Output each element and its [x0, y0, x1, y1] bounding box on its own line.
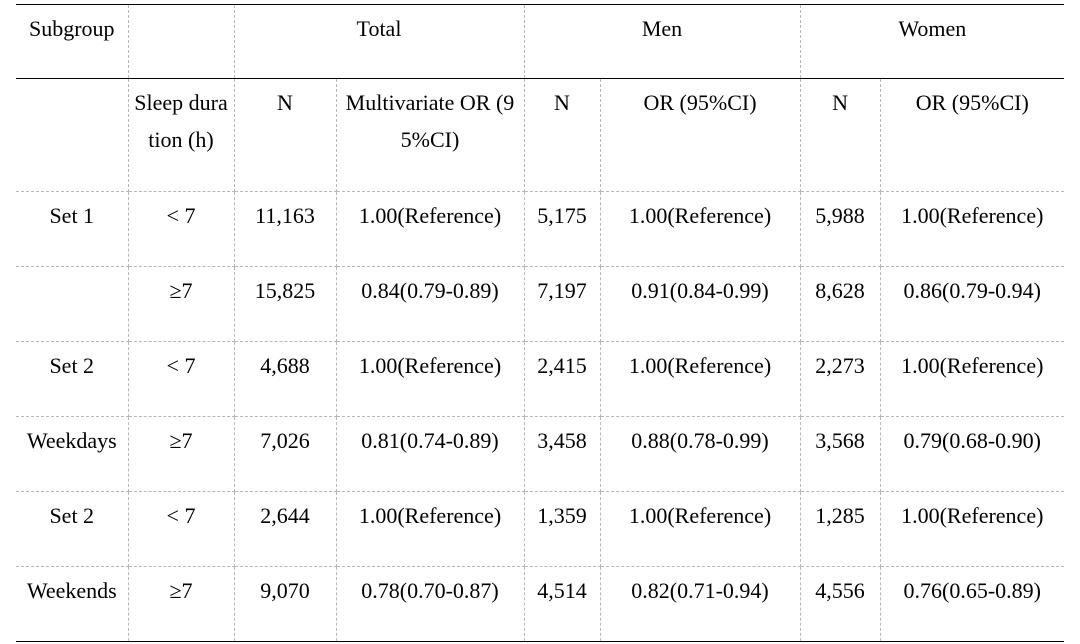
cell-n-women: 2,273: [799, 341, 881, 417]
cell-n-men: 5,175: [523, 191, 601, 267]
cell-sleep: ≥7: [127, 566, 235, 642]
cell-n-women: 3,568: [799, 416, 881, 492]
cell-subgroup: Set 2: [16, 341, 129, 417]
cell-n-women: 5,988: [799, 191, 881, 267]
results-table: Subgroup Total Men Women Sleep duration …: [16, 4, 1065, 642]
cell-n-total: 2,644: [233, 491, 337, 567]
cell-n-women: 4,556: [799, 566, 881, 642]
header-n-total: N: [233, 78, 337, 192]
cell-or-women: 0.86(0.79-0.94): [879, 266, 1065, 342]
cell-n-men: 3,458: [523, 416, 601, 492]
cell-n-total: 15,825: [233, 266, 337, 342]
cell-subgroup: Weekdays: [16, 416, 129, 492]
header-sleep-duration: Sleep duration (h): [127, 78, 235, 192]
header-n-men: N: [523, 78, 601, 192]
cell-subgroup: [16, 266, 129, 342]
cell-subgroup: Set 2: [16, 491, 129, 567]
cell-or-men: 1.00(Reference): [599, 341, 801, 417]
cell-sleep: < 7: [127, 341, 235, 417]
cell-or-total: 0.78(0.70-0.87): [335, 566, 525, 642]
cell-n-men: 1,359: [523, 491, 601, 567]
cell-or-women: 0.79(0.68-0.90): [879, 416, 1065, 492]
cell-n-men: 2,415: [523, 341, 601, 417]
cell-n-total: 4,688: [233, 341, 337, 417]
cell-or-total: 0.81(0.74-0.89): [335, 416, 525, 492]
header-subgroup: Subgroup: [16, 4, 129, 79]
header-n-women: N: [799, 78, 881, 192]
cell-or-men: 0.82(0.71-0.94): [599, 566, 801, 642]
table-row: Set 2 < 7 2,644 1.00(Reference) 1,359 1.…: [16, 491, 1065, 567]
header-or-total: Multivariate OR (95%CI): [335, 78, 525, 192]
cell-or-men: 0.91(0.84-0.99): [599, 266, 801, 342]
cell-or-women: 1.00(Reference): [879, 491, 1065, 567]
cell-sleep: < 7: [127, 191, 235, 267]
cell-or-women: 1.00(Reference): [879, 341, 1065, 417]
table-row: Set 2 < 7 4,688 1.00(Reference) 2,415 1.…: [16, 341, 1065, 417]
table-row: Weekends ≥7 9,070 0.78(0.70-0.87) 4,514 …: [16, 566, 1065, 642]
header-or-men: OR (95%CI): [599, 78, 801, 192]
table-row: Set 1 < 7 11,163 1.00(Reference) 5,175 1…: [16, 191, 1065, 267]
header-row-columns: Sleep duration (h) N Multivariate OR (95…: [16, 78, 1065, 192]
cell-sleep: ≥7: [127, 266, 235, 342]
cell-or-men: 1.00(Reference): [599, 491, 801, 567]
cell-n-women: 8,628: [799, 266, 881, 342]
cell-or-total: 1.00(Reference): [335, 191, 525, 267]
header-blank-2: [16, 78, 129, 192]
header-women: Women: [799, 4, 1065, 79]
cell-subgroup: Weekends: [16, 566, 129, 642]
cell-or-women: 1.00(Reference): [879, 191, 1065, 267]
header-men: Men: [523, 4, 801, 79]
cell-n-total: 7,026: [233, 416, 337, 492]
cell-or-men: 1.00(Reference): [599, 191, 801, 267]
table-row: ≥7 15,825 0.84(0.79-0.89) 7,197 0.91(0.8…: [16, 266, 1065, 342]
header-total: Total: [233, 4, 525, 79]
cell-or-men: 0.88(0.78-0.99): [599, 416, 801, 492]
cell-n-men: 7,197: [523, 266, 601, 342]
cell-or-total: 1.00(Reference): [335, 341, 525, 417]
cell-n-women: 1,285: [799, 491, 881, 567]
header-or-women: OR (95%CI): [879, 78, 1065, 192]
cell-sleep: < 7: [127, 491, 235, 567]
cell-or-total: 1.00(Reference): [335, 491, 525, 567]
cell-sleep: ≥7: [127, 416, 235, 492]
cell-n-total: 11,163: [233, 191, 337, 267]
header-row-groups: Subgroup Total Men Women: [16, 4, 1065, 79]
header-blank: [127, 4, 235, 79]
table-row: Weekdays ≥7 7,026 0.81(0.74-0.89) 3,458 …: [16, 416, 1065, 492]
cell-n-total: 9,070: [233, 566, 337, 642]
cell-n-men: 4,514: [523, 566, 601, 642]
cell-or-women: 0.76(0.65-0.89): [879, 566, 1065, 642]
cell-or-total: 0.84(0.79-0.89): [335, 266, 525, 342]
cell-subgroup: Set 1: [16, 191, 129, 267]
